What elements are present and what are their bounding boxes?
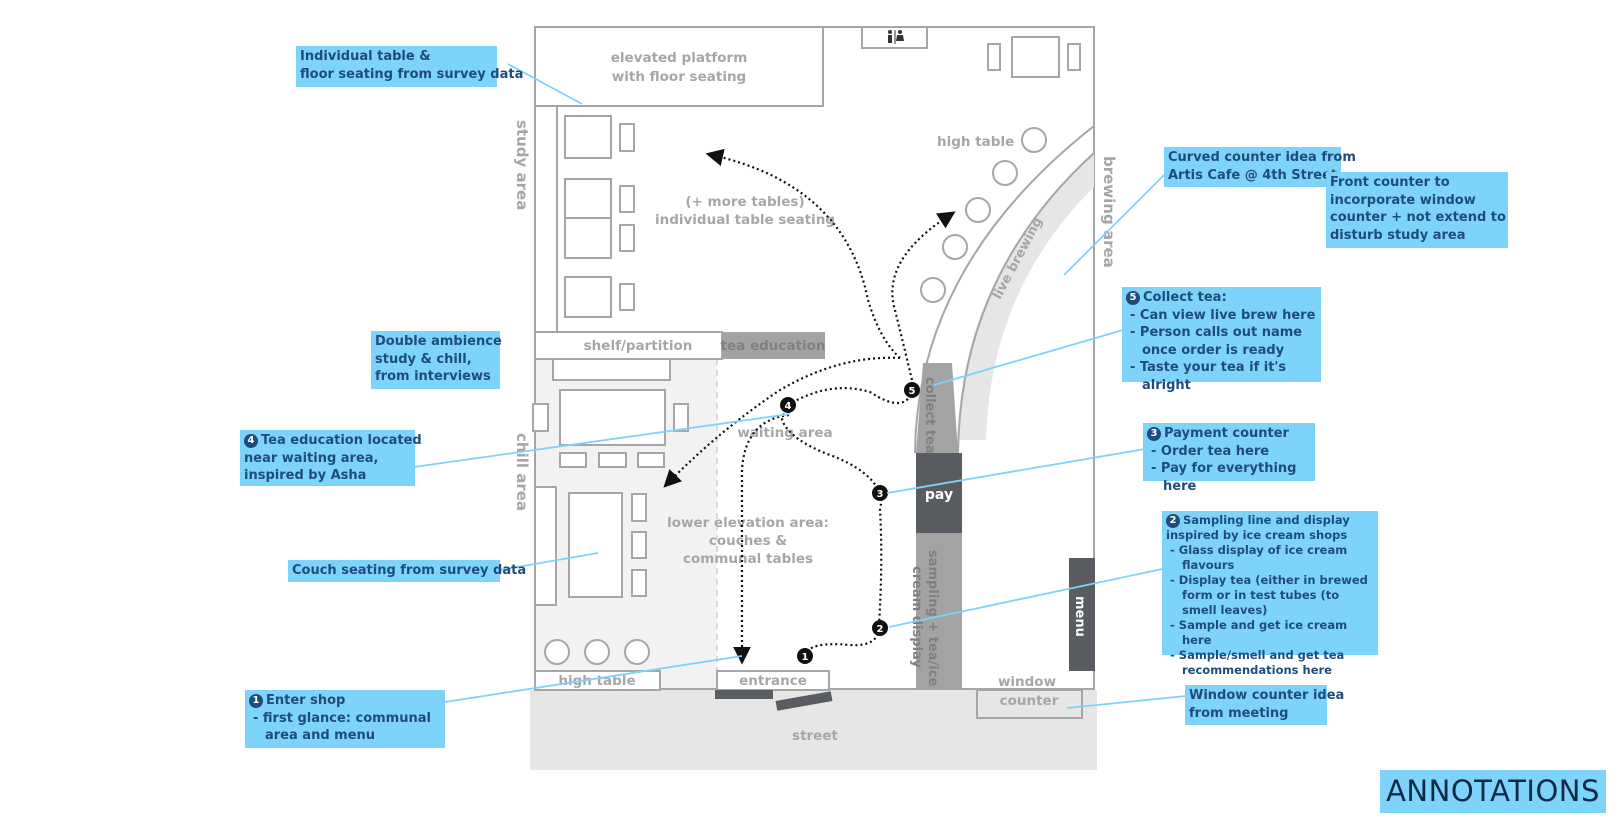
number-badge: 1 xyxy=(249,694,263,708)
svg-text:3: 3 xyxy=(877,489,884,500)
restroom-icon xyxy=(888,30,904,44)
number-badge: 3 xyxy=(1147,427,1161,441)
study-area-label: study area xyxy=(513,120,531,210)
shelf-partition-label: shelf/partition xyxy=(584,338,693,354)
high-table-bottom xyxy=(534,670,661,691)
note-curved-counter: Curved counter idea from Artis Cafe @ 4t… xyxy=(1164,147,1356,187)
counter-label: counter xyxy=(1000,693,1059,709)
round-high-tables xyxy=(920,127,1047,303)
chill-area-label: chill area xyxy=(513,433,531,511)
svg-text:2: 2 xyxy=(877,624,884,635)
more-tables-label-1: (+ more tables) xyxy=(685,194,804,210)
menu-label: menu xyxy=(1072,596,1087,637)
elevated-platform xyxy=(534,26,824,107)
annotations-title: ANNOTATIONS xyxy=(1380,770,1606,813)
marker-5: 5 xyxy=(904,382,920,398)
collect-tea-label: collect tea xyxy=(922,377,937,454)
number-badge: 5 xyxy=(1126,291,1140,305)
note-couch: Couch seating from survey data xyxy=(288,560,526,582)
note-tea-education: 4 Tea education located near waiting area… xyxy=(240,430,422,486)
number-badge: 4 xyxy=(244,434,258,448)
shelf-partition xyxy=(534,331,723,360)
window-counter xyxy=(976,689,1083,719)
study-tables xyxy=(564,115,635,318)
number-badge: 2 xyxy=(1166,514,1180,528)
callout-lines xyxy=(413,63,1187,709)
live-brewing-band xyxy=(958,153,1094,440)
chill-furniture xyxy=(532,358,689,665)
street-label: street xyxy=(792,728,838,744)
entrance-label: entrance xyxy=(739,673,807,689)
lower-elevation-label-2: couches & xyxy=(709,533,787,549)
svg-text:5: 5 xyxy=(909,386,916,397)
lower-elevation-label-1: lower elevation area: xyxy=(667,515,829,531)
note-collect-tea: 5 Collect tea: - Can view live brew here … xyxy=(1122,287,1321,393)
marker-3: 3 xyxy=(872,485,888,501)
waiting-area-label: waiting area xyxy=(737,425,832,441)
pay-label: pay xyxy=(925,487,953,503)
elevated-platform-label-2: with floor seating xyxy=(612,69,746,85)
collect-tea-counter xyxy=(916,363,958,453)
svg-text:4: 4 xyxy=(785,401,792,412)
high-table-bottom-label: high table xyxy=(558,673,635,689)
note-sampling: 2 Sampling line and display inspired by i… xyxy=(1162,511,1378,677)
pay-counter xyxy=(916,453,962,533)
tea-education-label: tea education xyxy=(721,338,826,354)
menu-board xyxy=(1069,558,1095,671)
note-payment: 3 Payment counter - Order tea here - Pay … xyxy=(1143,423,1315,494)
tea-education xyxy=(722,332,825,359)
marker-4: 4 xyxy=(780,397,796,413)
note-front-counter: Front counter to incorporate window coun… xyxy=(1326,172,1508,248)
note-individual-table: Individual table & floor seating from su… xyxy=(296,46,523,87)
marker-2: 2 xyxy=(872,620,888,636)
note-double-ambience: Double ambience study & chill, from inte… xyxy=(371,331,502,389)
entrance-door-right xyxy=(775,691,833,711)
more-tables-label-2: individual table seating xyxy=(655,212,835,228)
sampling-label-2: cream display xyxy=(909,566,924,668)
window-label: window xyxy=(998,674,1056,690)
svg-text:1: 1 xyxy=(802,652,809,663)
lower-elevation-label-3: communal tables xyxy=(683,551,813,567)
sampling-counter xyxy=(916,533,962,690)
brewing-area-label: brewing area xyxy=(1100,156,1118,268)
note-window-counter: Window counter idea from meeting xyxy=(1185,685,1344,725)
note-enter-shop: 1 Enter shop - first glance: communal are… xyxy=(245,690,445,748)
entrance-door-left xyxy=(715,690,773,699)
elevated-platform-label-1: elevated platform xyxy=(611,50,748,66)
high-table-top-label: high table xyxy=(937,134,1014,150)
marker-1: 1 xyxy=(797,648,813,664)
